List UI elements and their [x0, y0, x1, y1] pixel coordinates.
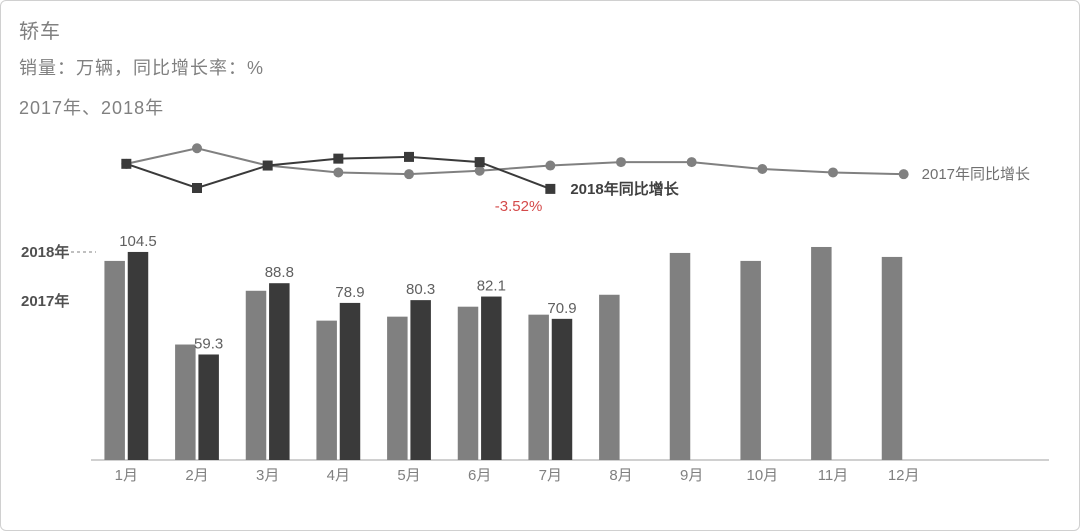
- svg-text:9月: 9月: [680, 467, 703, 484]
- line-marker-circle: [404, 169, 414, 179]
- bar-2017: [104, 261, 124, 460]
- chart-yearline: 2017年、2018年: [19, 94, 1061, 120]
- bar-2017: [246, 291, 266, 460]
- line-marker-square: [192, 183, 202, 193]
- svg-text:88.8: 88.8: [265, 264, 294, 281]
- svg-text:70.9: 70.9: [547, 300, 576, 317]
- svg-text:11月: 11月: [818, 467, 849, 484]
- svg-text:8月: 8月: [609, 467, 632, 484]
- bar-2017: [670, 253, 690, 460]
- line-marker-circle: [616, 157, 626, 167]
- svg-text:82.1: 82.1: [477, 278, 506, 295]
- line-marker-square: [404, 152, 414, 162]
- svg-text:2017年: 2017年: [21, 292, 69, 310]
- svg-text:7月: 7月: [539, 467, 562, 484]
- svg-text:6月: 6月: [468, 467, 491, 484]
- bar-2017: [175, 345, 195, 460]
- chart-svg: 104.5 1月 59.3 2月 88.8 3月 78.9 4月 80.3 5月 82.1 6月 70.…: [16, 131, 1059, 490]
- chart-title: 轿车: [19, 15, 1061, 44]
- svg-text:1月: 1月: [115, 467, 138, 484]
- highlight-label: -3.52%: [495, 198, 543, 215]
- svg-text:5月: 5月: [397, 467, 420, 484]
- line-marker-square: [545, 184, 555, 194]
- chart-plot-area: 104.5 1月 59.3 2月 88.8 3月 78.9 4月 80.3 5月 82.1 6月 70.…: [91, 131, 1059, 490]
- chart-subtitle: 销量：万辆，同比增长率：%: [19, 54, 1061, 80]
- bar-2017: [387, 317, 407, 460]
- svg-text:80.3: 80.3: [406, 281, 435, 298]
- bar-2017: [599, 295, 619, 460]
- line-marker-circle: [545, 161, 555, 171]
- svg-text:59.3: 59.3: [194, 335, 223, 352]
- svg-text:10月: 10月: [746, 467, 778, 484]
- svg-text:4月: 4月: [327, 467, 350, 484]
- bar-2017: [528, 315, 548, 460]
- bar-2017: [458, 307, 478, 460]
- bar-2017: [882, 257, 902, 460]
- line-marker-square: [333, 154, 343, 164]
- line-marker-circle: [828, 167, 838, 177]
- bar-2018: [198, 354, 218, 460]
- line-marker-square: [121, 159, 131, 169]
- chart-card: 轿车 销量：万辆，同比增长率：% 2017年、2018年 104.5 1月 59.3…: [0, 0, 1080, 531]
- bar-2018: [410, 300, 430, 460]
- line-marker-circle: [687, 157, 697, 167]
- line-marker-circle: [757, 164, 767, 174]
- svg-text:2018年同比增长: 2018年同比增长: [570, 180, 679, 198]
- bar-2018: [128, 252, 148, 460]
- svg-text:2017年同比增长: 2017年同比增长: [922, 166, 1030, 183]
- svg-text:3月: 3月: [256, 467, 279, 484]
- line-marker-circle: [899, 169, 909, 179]
- svg-text:104.5: 104.5: [119, 233, 157, 250]
- svg-text:12月: 12月: [888, 467, 920, 484]
- svg-text:2018年: 2018年: [21, 243, 69, 261]
- line-marker-circle: [192, 143, 202, 153]
- growth-line: [126, 148, 903, 174]
- bar-2018: [340, 303, 360, 460]
- bar-2017: [811, 247, 831, 460]
- line-marker-square: [263, 161, 273, 171]
- line-marker-square: [475, 157, 485, 167]
- line-marker-circle: [475, 166, 485, 176]
- bar-2017: [316, 321, 336, 460]
- line-marker-circle: [333, 167, 343, 177]
- svg-text:78.9: 78.9: [335, 284, 364, 301]
- bar-2018: [481, 297, 501, 460]
- bar-2017: [740, 261, 760, 460]
- bar-2018: [269, 283, 289, 460]
- svg-text:2月: 2月: [185, 467, 208, 484]
- bar-2018: [552, 319, 572, 460]
